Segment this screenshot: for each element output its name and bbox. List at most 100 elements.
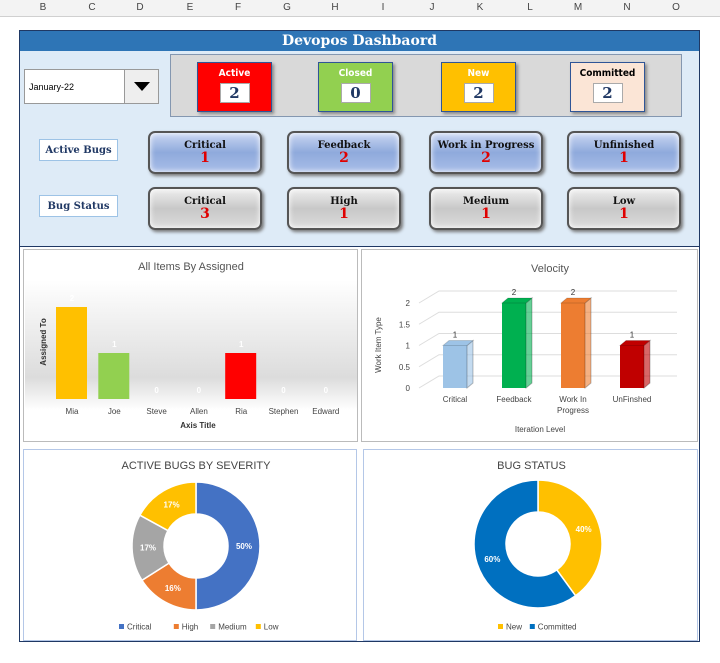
legend-label: High <box>182 623 198 632</box>
data-label: 0 <box>324 386 329 395</box>
gridline <box>418 333 677 346</box>
bug-status-medium-button[interactable]: Medium 1 <box>429 187 543 230</box>
button-value: 2 <box>481 150 491 166</box>
bug-status-low-button[interactable]: Low 1 <box>567 187 681 230</box>
bar <box>443 345 467 388</box>
bar-top <box>500 297 534 304</box>
card-value: 0 <box>340 83 371 103</box>
x-tick-label: Joe <box>108 407 121 416</box>
card-label: Active <box>218 68 251 79</box>
chart-title: ACTIVE BUGS BY SEVERITY <box>122 460 272 472</box>
y-tick-label: 0.5 <box>399 363 411 372</box>
column-header[interactable]: O <box>672 2 680 13</box>
card-label: Committed <box>579 68 636 79</box>
column-header[interactable]: C <box>88 2 96 13</box>
active-bugs-unfinished-button[interactable]: Unfinished 1 <box>567 131 681 174</box>
y-tick-label: 1 <box>406 342 411 351</box>
bar-side <box>466 339 474 390</box>
x-tick-label: Progress <box>557 406 589 415</box>
data-label: 0 <box>197 386 202 395</box>
data-label: 40% <box>576 525 592 534</box>
button-value: 1 <box>619 150 629 166</box>
data-label: 1 <box>239 340 244 349</box>
data-label: 16% <box>165 584 181 593</box>
bar-side <box>643 339 651 390</box>
active-bugs-critical-button[interactable]: Critical 1 <box>148 131 262 174</box>
column-header[interactable]: F <box>234 2 242 13</box>
x-tick-label: Steve <box>146 407 167 416</box>
column-header[interactable]: G <box>283 2 291 13</box>
donut-slice <box>473 479 577 609</box>
x-tick-label: Edward <box>312 407 339 416</box>
status-card-committed: Committed 2 <box>570 62 645 112</box>
x-tick-label: Stephen <box>269 407 299 416</box>
legend-swatch <box>498 624 503 629</box>
active-bugs-work-in-progress-button[interactable]: Work in Progress 2 <box>429 131 543 174</box>
bar-side <box>584 296 592 390</box>
button-value: 3 <box>200 206 210 222</box>
card-value: 2 <box>463 83 494 103</box>
bar <box>56 307 87 399</box>
column-header[interactable]: K <box>476 2 484 13</box>
card-label: Closed <box>338 68 373 79</box>
y-axis-title: Assigned To <box>39 318 48 366</box>
legend-swatch <box>119 624 124 629</box>
data-label: 0 <box>281 386 286 395</box>
button-value: 1 <box>200 150 210 166</box>
y-tick-label: 0 <box>406 384 411 393</box>
column-header[interactable]: L <box>527 2 533 13</box>
button-value: 1 <box>339 206 349 222</box>
bar <box>561 303 585 388</box>
legend-label: Critical <box>127 623 152 632</box>
x-axis-title: Iteration Level <box>515 425 565 434</box>
gridline <box>418 375 677 389</box>
column-header[interactable]: H <box>331 2 339 13</box>
bug-status-critical-button[interactable]: Critical 3 <box>148 187 262 230</box>
legend-label: Medium <box>218 623 247 632</box>
velocity-chart: Velocity Work Item Type Iteration Level 0 0.… <box>361 249 698 442</box>
dropdown-arrow-icon[interactable] <box>124 70 158 103</box>
dashboard-title: Devopos Dashbaord <box>20 31 699 51</box>
card-value: 2 <box>592 83 623 103</box>
button-value: 2 <box>339 150 349 166</box>
legend-label: Committed <box>538 623 577 632</box>
status-card-new: New 2 <box>441 62 516 112</box>
bar <box>620 345 644 388</box>
y-axis-title: Work Item Type <box>374 317 383 373</box>
column-header[interactable]: D <box>136 2 144 13</box>
active-bugs-feedback-button[interactable]: Feedback 2 <box>287 131 401 174</box>
x-axis-title: Axis Title <box>180 421 216 430</box>
x-tick-label: UnFinshed <box>613 395 652 404</box>
bar-top <box>441 340 475 346</box>
x-tick-label: Feedback <box>496 395 532 404</box>
data-label: 2 <box>70 294 75 303</box>
chart-title: BUG STATUS <box>497 460 566 472</box>
column-header[interactable]: B <box>39 2 47 13</box>
chart-title: Velocity <box>531 263 569 275</box>
column-header[interactable]: J <box>429 2 435 13</box>
status-card-closed: Closed 0 <box>318 62 393 112</box>
column-header[interactable]: I <box>381 2 385 13</box>
data-label: 1 <box>112 340 117 349</box>
card-value: 2 <box>219 83 250 103</box>
status-card-active: Active 2 <box>197 62 272 112</box>
legend-swatch <box>210 624 216 629</box>
bar-top <box>618 340 652 346</box>
data-label: 50% <box>236 542 252 551</box>
button-value: 1 <box>619 206 629 222</box>
bug-status-label: Bug Status <box>39 195 118 217</box>
column-header[interactable]: N <box>623 2 631 13</box>
data-label: 17% <box>140 544 156 553</box>
month-dropdown[interactable]: January-22 <box>24 69 159 104</box>
button-label: Critical <box>184 196 226 207</box>
donut-slice <box>138 481 197 532</box>
bug-status-high-button[interactable]: High 1 <box>287 187 401 230</box>
column-header[interactable]: M <box>573 2 583 13</box>
gridline <box>418 290 677 304</box>
data-label: 60% <box>484 555 500 564</box>
column-header[interactable]: E <box>186 2 194 13</box>
bug-status-donut-chart: BUG STATUS 40% 60% New Committed <box>363 449 698 641</box>
x-tick-label: Ria <box>235 407 248 416</box>
button-label: Work in Progress <box>437 140 535 151</box>
data-label: 2 <box>512 288 517 297</box>
